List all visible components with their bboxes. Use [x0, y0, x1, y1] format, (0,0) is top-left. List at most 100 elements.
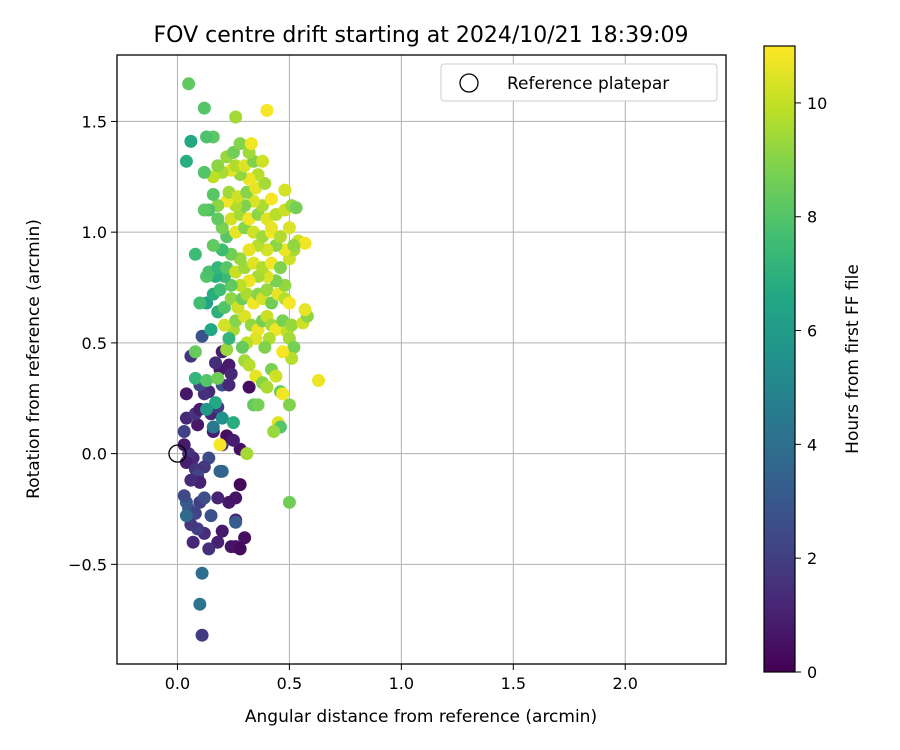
data-point	[220, 343, 234, 357]
data-point	[188, 345, 202, 359]
data-point	[235, 340, 249, 354]
data-point	[244, 137, 258, 151]
data-point	[188, 371, 202, 385]
data-point	[195, 628, 209, 642]
data-point	[177, 424, 191, 438]
data-point	[186, 535, 200, 549]
data-point	[276, 387, 290, 401]
data-point	[217, 318, 231, 332]
data-point	[282, 495, 296, 509]
data-point	[184, 134, 198, 148]
data-point	[184, 473, 198, 487]
data-point	[226, 416, 240, 430]
colorbar-tick-label: 6	[807, 322, 817, 341]
colorbar-tick-label: 8	[807, 208, 817, 227]
data-point	[251, 398, 265, 412]
x-tick-label: 0.0	[165, 674, 190, 693]
data-point	[211, 261, 225, 275]
data-point	[240, 287, 254, 301]
data-point	[285, 351, 299, 365]
data-point	[229, 491, 243, 505]
data-point	[209, 396, 223, 410]
data-point	[213, 283, 227, 297]
data-point	[195, 566, 209, 580]
colorbar-tick-label: 0	[807, 663, 817, 682]
data-point	[224, 292, 238, 306]
data-point	[204, 323, 218, 337]
y-tick-label: 0.5	[82, 334, 107, 353]
data-point	[238, 199, 252, 213]
y-axis-label: Rotation from reference (arcmin)	[24, 219, 44, 499]
data-point	[242, 243, 256, 257]
data-point	[222, 331, 236, 345]
data-point	[200, 374, 214, 388]
data-point	[215, 524, 229, 538]
data-point	[206, 238, 220, 252]
data-point	[211, 535, 225, 549]
data-point	[191, 418, 205, 432]
data-point	[222, 378, 236, 392]
data-point	[224, 278, 238, 292]
colorbar-label: Hours from first FF file	[843, 264, 863, 454]
data-point	[211, 159, 225, 173]
x-axis-ticks: 0.0 0.5 1.0 1.5 2.0	[165, 664, 638, 693]
data-point	[233, 278, 247, 292]
data-point	[197, 165, 211, 179]
data-point	[269, 323, 283, 337]
data-point	[287, 340, 301, 354]
data-point	[285, 318, 299, 332]
data-point	[298, 303, 312, 317]
data-point	[226, 145, 240, 159]
data-point	[195, 329, 209, 343]
data-point	[217, 300, 231, 314]
data-point	[188, 247, 202, 261]
data-point	[200, 130, 214, 144]
y-tick-label: −0.5	[68, 555, 107, 574]
data-point	[240, 447, 254, 461]
colorbar-tick-label: 4	[807, 435, 817, 454]
chart-title: FOV centre drift starting at 2024/10/21 …	[154, 23, 689, 48]
data-point	[215, 411, 229, 425]
legend: Reference platepar	[440, 63, 718, 102]
data-point	[233, 542, 247, 556]
data-point	[282, 296, 296, 310]
data-point	[213, 464, 227, 478]
data-point	[193, 296, 207, 310]
data-point	[258, 176, 272, 190]
data-point	[287, 238, 301, 252]
data-point	[177, 438, 191, 452]
data-point	[267, 424, 281, 438]
y-tick-label: 1.5	[82, 112, 107, 131]
data-point	[264, 221, 278, 235]
y-tick-label: 1.0	[82, 223, 107, 242]
data-point	[206, 188, 220, 202]
data-point	[229, 110, 243, 124]
data-point	[204, 509, 218, 523]
data-point	[278, 183, 292, 197]
data-point	[242, 380, 256, 394]
data-point	[179, 509, 193, 523]
data-point	[264, 296, 278, 310]
data-point	[200, 402, 214, 416]
data-point	[260, 103, 274, 117]
x-tick-label: 1.5	[501, 674, 526, 693]
data-point	[260, 283, 274, 297]
data-point	[298, 236, 312, 250]
data-point	[258, 340, 272, 354]
data-point	[282, 221, 296, 235]
data-point	[233, 478, 247, 492]
data-point	[238, 309, 252, 323]
data-point	[229, 159, 243, 173]
colorbar	[763, 45, 796, 673]
plot-frame	[116, 54, 727, 665]
data-point	[177, 489, 191, 503]
x-tick-label: 2.0	[613, 674, 638, 693]
x-tick-label: 0.5	[277, 674, 302, 693]
data-point	[264, 192, 278, 206]
colorbar-tick-label: 2	[807, 549, 817, 568]
legend-marker	[459, 73, 479, 93]
reference-platepar-marker	[168, 444, 187, 463]
data-point	[211, 212, 225, 226]
data-point	[211, 371, 225, 385]
